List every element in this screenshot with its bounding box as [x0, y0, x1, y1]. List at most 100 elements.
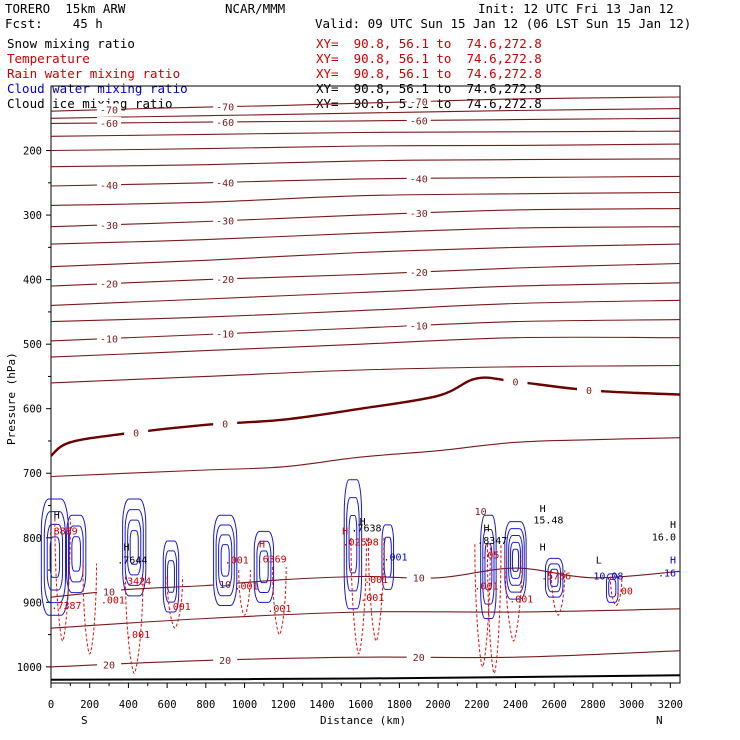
- temperature-contours: -70 -70 -70 -60 -60 -60 -40 -40 -40 -30 -30 -30 -20 -…: [50, 95, 681, 671]
- x-tick-label: 200: [80, 699, 99, 711]
- isotherm-label: -30: [216, 217, 234, 228]
- x-tick-label: 1000: [232, 699, 257, 711]
- isotherm-line: [50, 208, 681, 228]
- rain-water-contour: [54, 518, 71, 642]
- isotherm-label: -10: [410, 322, 428, 333]
- rain-water-contour: [166, 576, 184, 629]
- plot-frame: [50, 85, 681, 684]
- rain-water-contour: [504, 550, 523, 642]
- isotherm-label-bg: [97, 585, 122, 597]
- valid-time: Valid: 09 UTC Sun 15 Jan 12 (06 LST Sun …: [315, 16, 692, 31]
- isotherm-label-bg: [97, 178, 122, 190]
- isotherm-label-bg: [406, 207, 431, 219]
- field-rain-name: Rain water mixing ratio: [7, 66, 181, 81]
- isotherm-label-bg: [213, 654, 238, 666]
- contour-annotation: H: [670, 556, 676, 567]
- contour-annotation: H: [540, 543, 546, 554]
- x-tick-label: 800: [196, 699, 215, 711]
- axis-ticks: [46, 150, 671, 688]
- isotherm-label-bg: [503, 375, 528, 387]
- contour-annotation: .7387: [51, 601, 81, 612]
- contour-annotation: .3424: [121, 576, 151, 587]
- x-tick-label: 3000: [619, 699, 644, 711]
- cloud-water-contour: [124, 509, 144, 586]
- isotherm-line: [50, 608, 681, 629]
- contour-annotation: .001: [225, 556, 249, 567]
- isotherm-line: [50, 437, 681, 478]
- rain-water-contour: [238, 570, 251, 616]
- isotherm-label-bg: [97, 218, 122, 230]
- isotherm-line: [50, 650, 681, 668]
- isotherm-line: [50, 243, 681, 268]
- y-tick-label: 300: [23, 210, 42, 222]
- forecast-hour: Fcst: 45 h: [5, 16, 103, 31]
- x-endpoint-left: S: [81, 714, 88, 727]
- rain-water-contour: [550, 570, 566, 616]
- isotherm-label-bg: [577, 384, 602, 396]
- cloud-water-contour: [220, 544, 230, 577]
- model-title: TORERO 15km ARW: [5, 1, 126, 16]
- contour-annotation: 15.48: [533, 516, 563, 527]
- isotherm-label: -10: [100, 335, 118, 346]
- contour-annotation: .05: [481, 550, 499, 561]
- contour-annotation: .6369: [257, 554, 287, 565]
- rain-water-contours: [54, 518, 623, 674]
- contour-annotation: H: [123, 543, 129, 554]
- isotherm-label-bg: [213, 100, 238, 112]
- isotherm-label-bg: [406, 651, 431, 663]
- isotherm-label-bg: [213, 417, 238, 429]
- x-tick-label: 2000: [425, 699, 450, 711]
- isotherm-label-bg: [124, 426, 149, 438]
- cloud-water-contour: [510, 541, 521, 579]
- contour-annotation: .001: [360, 593, 384, 604]
- x-tick-label: 2600: [542, 699, 567, 711]
- field-rain-xy: XY= 90.8, 56.1 to 74.6,272.8: [316, 66, 542, 81]
- isotherm-label: -10: [216, 330, 234, 341]
- isotherm-label: -20: [100, 280, 118, 291]
- isotherm-label: -70: [410, 98, 428, 109]
- terrain-line: [50, 674, 681, 681]
- isotherm-label: -70: [216, 103, 234, 114]
- contour-annotation: H: [540, 504, 546, 515]
- isotherm-line: [50, 96, 681, 112]
- contour-annotation: .5786: [541, 572, 571, 583]
- x-tick-label: 1200: [271, 699, 296, 711]
- isotherm-line: [50, 130, 681, 137]
- isotherm-label: 10: [413, 573, 425, 584]
- isotherm-line: [50, 376, 681, 457]
- cloud-water-contour: [544, 557, 564, 598]
- cloud-water-contour: [68, 525, 84, 583]
- contour-annotation: .16: [658, 569, 676, 580]
- contour-annotation: .001: [167, 602, 191, 613]
- isotherm-label-bg: [213, 327, 238, 339]
- x-endpoint-right: N: [656, 714, 663, 727]
- isotherm-line: [50, 143, 681, 152]
- y-tick-label: 200: [23, 146, 42, 158]
- cloud-water-contour: [348, 515, 358, 574]
- contour-annotation: H: [259, 539, 265, 550]
- field-cloudwater-name: Cloud water mixing ratio: [7, 81, 188, 96]
- contour-annotation: 10.08: [593, 572, 623, 583]
- isotherm-label: -20: [216, 275, 234, 286]
- isotherm-label: -40: [216, 178, 234, 189]
- isotherm-line: [50, 319, 681, 342]
- contour-annotation: .001: [383, 552, 407, 563]
- x-tick-label: 1400: [309, 699, 334, 711]
- y-tick-label: 800: [23, 533, 42, 545]
- cloud-water-contour: [383, 536, 392, 578]
- isotherm-label: 20: [413, 653, 425, 664]
- contour-annotation: 10: [475, 507, 487, 518]
- y-tick-label: 600: [23, 404, 42, 416]
- isotherm-label: 0: [586, 386, 592, 397]
- isotherm-label: -40: [410, 174, 428, 185]
- contour-annotation: .001: [364, 575, 388, 586]
- field-cloudwater-xy: XY= 90.8, 56.1 to 74.6,272.8: [316, 81, 542, 96]
- x-tick-label: 2400: [503, 699, 528, 711]
- x-tick-label: 2800: [580, 699, 605, 711]
- org-label: NCAR/MMM: [225, 1, 286, 16]
- isotherm-label-bg: [406, 571, 431, 583]
- x-tick-label: 1600: [348, 699, 373, 711]
- isotherm-line: [50, 158, 681, 168]
- x-tick-label: 0: [48, 699, 54, 711]
